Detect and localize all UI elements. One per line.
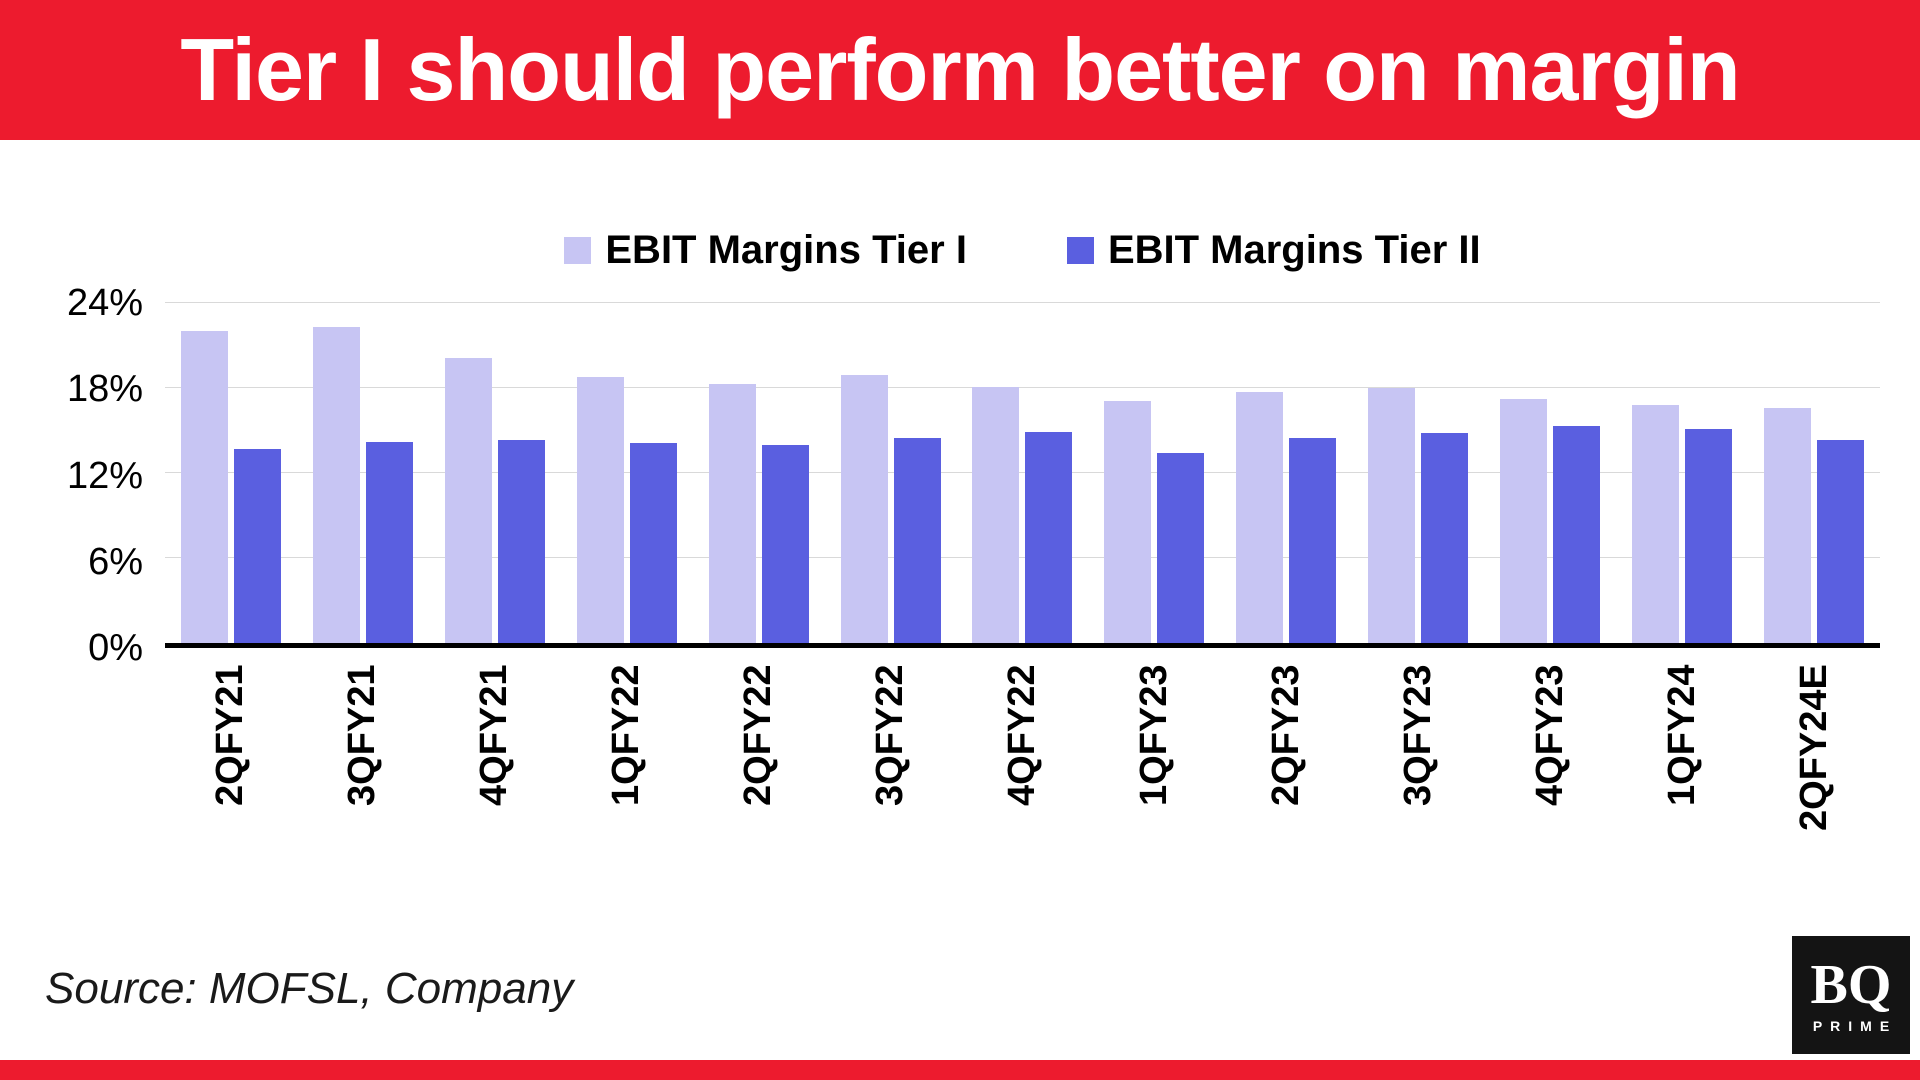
x-tick-label: 3QFY22: [869, 664, 912, 806]
legend-swatch-tier2: [1066, 237, 1094, 264]
legend-label: EBIT Margins Tier I: [605, 228, 967, 272]
page-title: Tier I should perform better on margin: [180, 20, 1740, 119]
gridline: [165, 472, 1880, 473]
x-tick-label: 2QFY24E: [1792, 664, 1835, 831]
bar-tier1: [1764, 407, 1812, 643]
bar-tier2: [1685, 429, 1733, 643]
y-tick-label: 24%: [66, 282, 143, 324]
bar-tier2: [893, 437, 941, 643]
x-tick-label: 2QFY21: [209, 664, 252, 806]
bar-tier2: [1025, 431, 1073, 643]
bar-tier2: [629, 443, 677, 643]
legend-item-tier2: EBIT Margins Tier II: [1066, 228, 1481, 273]
bar-group: [957, 303, 1089, 643]
y-axis: 0% 6% 12% 18% 24%: [55, 282, 165, 669]
x-tick-cell: 3QFY22: [825, 664, 957, 864]
source-text: Source: MOFSL, Company: [45, 964, 574, 1013]
bar-group: [165, 303, 297, 643]
x-tick-cell: 3QFY21: [297, 664, 429, 864]
y-tick-label: 0%: [88, 627, 143, 669]
x-tick-label: 1QFY24: [1660, 664, 1703, 806]
y-tick-label: 6%: [88, 540, 143, 583]
bar-group: [1616, 303, 1748, 643]
y-tick-label: 12%: [66, 454, 143, 497]
x-tick-label: 4QFY21: [473, 664, 516, 806]
x-tick-cell: 4QFY21: [429, 664, 561, 864]
bar-tier2: [365, 441, 413, 643]
bar-group: [825, 303, 957, 643]
bar-tier1: [1104, 400, 1152, 643]
y-tick-label: 18%: [66, 368, 143, 411]
bar-group: [1748, 303, 1880, 643]
bar-group: [297, 303, 429, 643]
x-tick-label: 1QFY22: [605, 664, 648, 806]
bar-group: [1484, 303, 1616, 643]
bar-tier2: [761, 444, 809, 643]
plot-bars: [165, 303, 1880, 643]
bar-group: [1352, 303, 1484, 643]
bar-tier2: [497, 440, 545, 643]
bq-logo-subtext: PRIME: [1812, 1018, 1898, 1034]
legend-swatch-tier1: [564, 237, 592, 264]
bar-tier1: [1632, 405, 1680, 643]
x-tick-cell: 1QFY24: [1616, 664, 1748, 864]
x-tick-cell: 2QFY23: [1220, 664, 1352, 864]
bar-tier1: [444, 358, 492, 643]
footer-strip: [0, 1060, 1920, 1080]
chart-legend: EBIT Margins Tier I EBIT Margins Tier II: [165, 228, 1880, 273]
x-tick-cell: 2QFY21: [165, 664, 297, 864]
bar-tier2: [1421, 433, 1469, 643]
bar-group: [561, 303, 693, 643]
gridline: [165, 557, 1880, 558]
bar-tier1: [972, 386, 1020, 643]
x-tick-cell: 1QFY22: [561, 664, 693, 864]
bar-group: [429, 303, 561, 643]
x-tick-cell: 3QFY23: [1352, 664, 1484, 864]
bar-tier2: [1289, 437, 1337, 643]
plot-wrap: 0% 6% 12% 18% 24%: [55, 282, 1880, 669]
x-tick-label: 2QFY22: [737, 664, 780, 806]
x-tick-label: 2QFY23: [1264, 664, 1307, 806]
bar-tier1: [840, 375, 888, 643]
bar-tier1: [1236, 392, 1284, 643]
x-axis-labels: 2QFY21 3QFY21 4QFY21 1QFY22 2QFY22 3QFY22 4QFY…: [165, 664, 1880, 864]
bar-tier1: [180, 331, 228, 643]
bar-group: [693, 303, 825, 643]
bar-tier1: [576, 376, 624, 643]
header-banner: Tier I should perform better on margin: [0, 0, 1920, 140]
bar-tier2: [1157, 453, 1205, 643]
bar-tier1: [312, 327, 360, 643]
bq-logo-text: BQ: [1810, 954, 1892, 1016]
plot-area: [165, 302, 1880, 648]
x-tick-label: 1QFY23: [1132, 664, 1175, 806]
bar-tier1: [1368, 388, 1416, 643]
legend-item-tier1: EBIT Margins Tier I: [564, 228, 967, 273]
legend-label: EBIT Margins Tier II: [1107, 228, 1481, 272]
bar-tier1: [1500, 399, 1548, 643]
gridlines: [165, 302, 1880, 643]
x-tick-cell: 1QFY23: [1088, 664, 1220, 864]
x-tick-label: 4QFY23: [1528, 664, 1571, 806]
gridline: [165, 387, 1880, 388]
chart-area: EBIT Margins Tier I EBIT Margins Tier II …: [0, 228, 1920, 864]
x-tick-cell: 4QFY22: [957, 664, 1089, 864]
bar-tier1: [708, 383, 756, 643]
x-tick-label: 3QFY23: [1396, 664, 1439, 806]
bar-group: [1088, 303, 1220, 643]
x-tick-cell: 2QFY24E: [1748, 664, 1880, 864]
bar-tier2: [233, 448, 281, 643]
bar-group: [1220, 303, 1352, 643]
x-tick-cell: 2QFY22: [693, 664, 825, 864]
bar-tier2: [1817, 440, 1865, 643]
x-tick-label: 4QFY22: [1000, 664, 1043, 806]
bq-prime-logo: BQ PRIME: [1792, 936, 1910, 1054]
bar-tier2: [1553, 426, 1601, 643]
gridline: [165, 302, 1880, 303]
x-tick-label: 3QFY21: [341, 664, 384, 806]
x-tick-cell: 4QFY23: [1484, 664, 1616, 864]
